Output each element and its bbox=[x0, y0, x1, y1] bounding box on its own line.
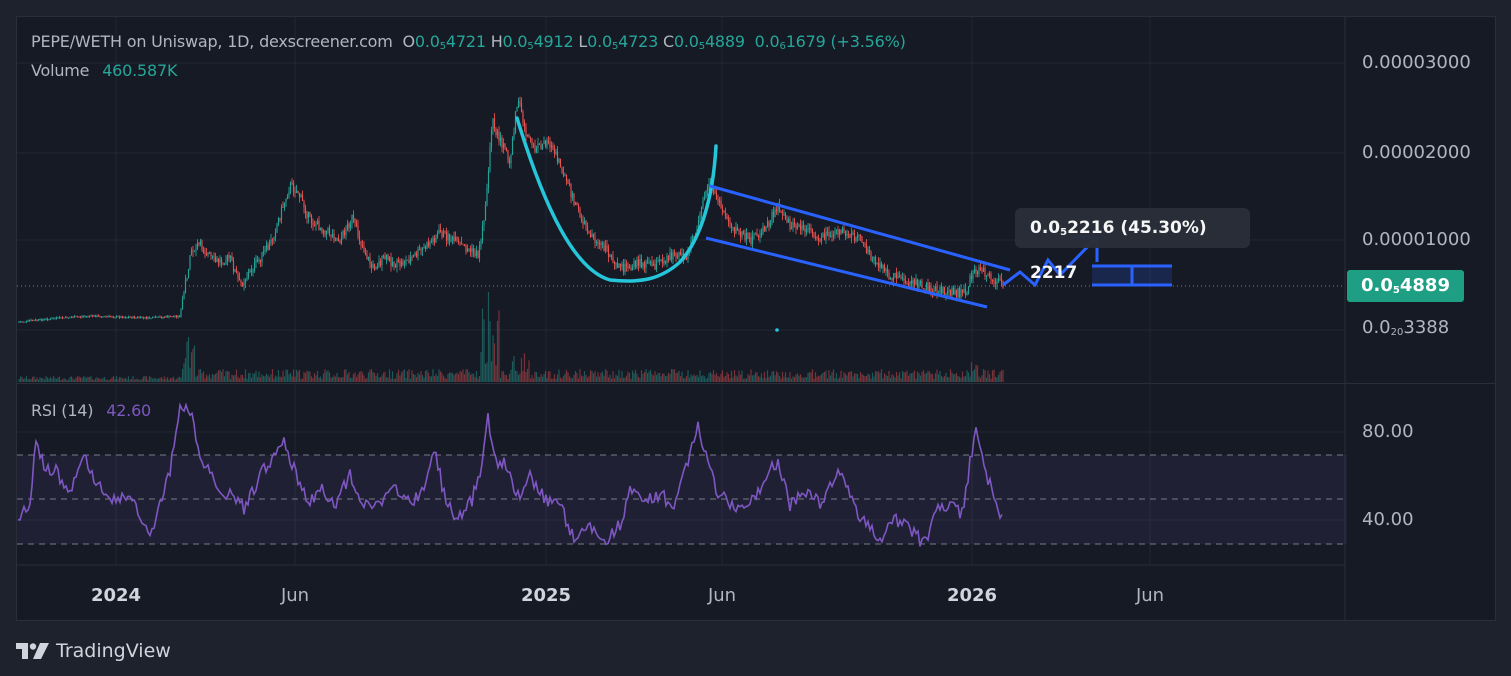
ohlc-o: O0.054721 bbox=[402, 32, 486, 52]
price-change: 0.061679 (+3.56%) bbox=[754, 32, 906, 52]
rsi-axis-label: 40.00 bbox=[1362, 509, 1414, 530]
rsi-axis-label: 80.00 bbox=[1362, 421, 1414, 442]
time-axis-label: 2026 bbox=[946, 585, 998, 606]
rsi-value: 42.60 bbox=[106, 401, 152, 420]
channel-lower-line bbox=[705, 236, 988, 309]
volume-bars bbox=[18, 292, 1004, 382]
projection-path bbox=[1002, 235, 1099, 288]
ohlc-l: L0.054723 bbox=[578, 32, 659, 52]
volume-legend: Volume 460.587K bbox=[31, 61, 177, 80]
time-axis-label: Jun bbox=[1135, 585, 1165, 606]
candlesticks bbox=[18, 96, 1004, 324]
time-axis-label: 2025 bbox=[520, 585, 572, 606]
symbol-title: PEPE/WETH on Uniswap, 1D, dexscreener.co… bbox=[31, 32, 393, 51]
ohlc-values: O0.054721 H0.054912 L0.054723 C0.054889 bbox=[398, 32, 745, 52]
channel-upper-line bbox=[709, 184, 1011, 272]
rsi-line bbox=[17, 402, 1003, 547]
price-axis-label: 0.00003000 bbox=[1362, 52, 1471, 73]
current-price-badge: 0.054889 bbox=[1347, 270, 1464, 302]
symbol-legend: PEPE/WETH on Uniswap, 1D, dexscreener.co… bbox=[31, 32, 906, 52]
rsi-legend: RSI (14) 42.60 bbox=[31, 401, 151, 420]
dot-marker bbox=[775, 328, 779, 332]
volume-value: 460.587K bbox=[102, 61, 178, 80]
tradingview-logo-icon bbox=[16, 643, 49, 659]
pane-separator[interactable] bbox=[16, 383, 1496, 384]
volume-label: Volume bbox=[31, 61, 90, 80]
rsi-label: RSI (14) bbox=[31, 401, 94, 420]
price-axis-label: 0.00001000 bbox=[1362, 229, 1471, 250]
ohlc-c: C0.054889 bbox=[662, 32, 745, 52]
price-axis-low-label: 0.0203388 bbox=[1362, 317, 1450, 338]
time-axis-label: Jun bbox=[707, 585, 737, 606]
grid-lines bbox=[17, 17, 1346, 620]
brand-name: TradingView bbox=[56, 640, 171, 662]
tradingview-brand[interactable]: TradingView bbox=[16, 640, 171, 662]
price-axis-label: 0.00002000 bbox=[1362, 142, 1471, 163]
time-axis-label: 2024 bbox=[90, 585, 142, 606]
ohlc-h: H0.054912 bbox=[490, 32, 574, 52]
time-axis-label: Jun bbox=[280, 585, 310, 606]
measure-tooltip: 0.052216 (45.30%) 2217 bbox=[1015, 208, 1250, 283]
cup-curve-drawing bbox=[515, 116, 718, 283]
